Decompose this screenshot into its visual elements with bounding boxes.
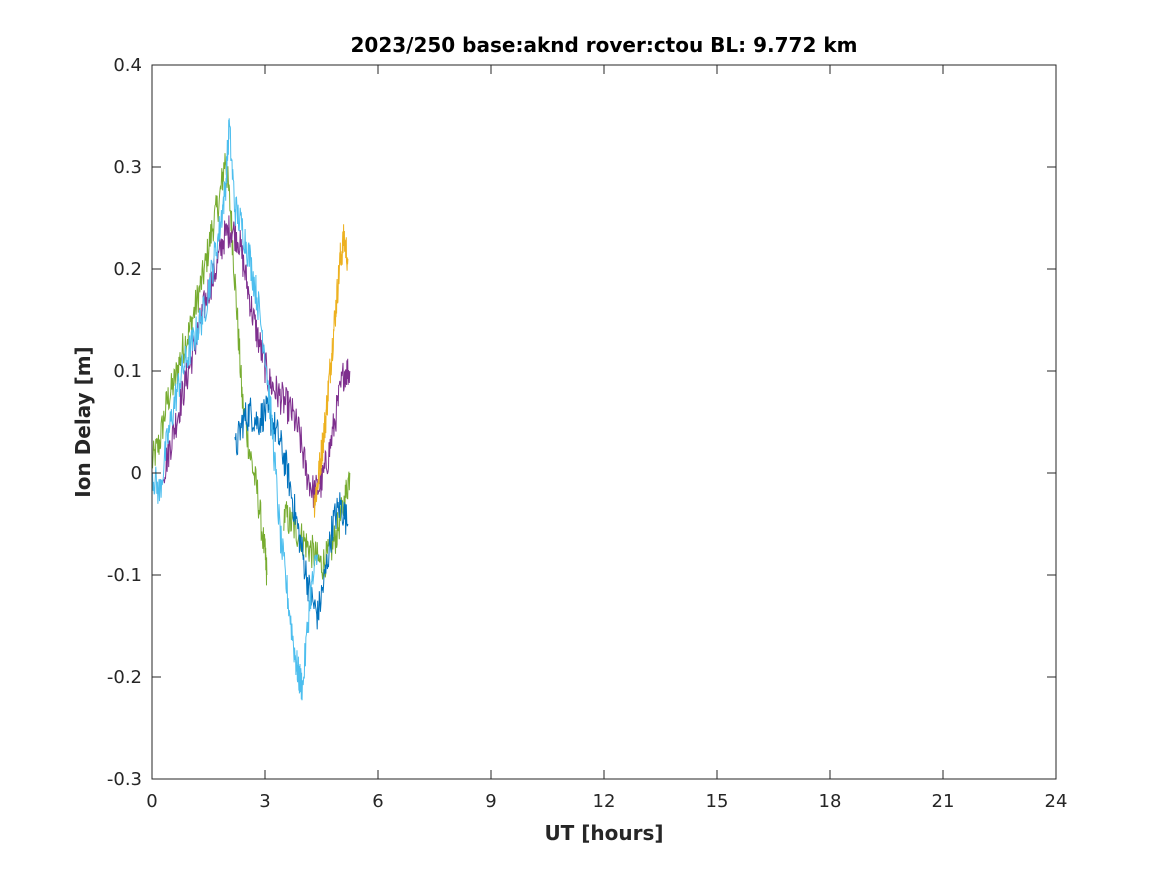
y-tick-label: 0: [131, 463, 142, 484]
x-tick-label: 9: [485, 791, 496, 812]
x-axis-label: UT [hours]: [544, 821, 663, 845]
y-axis-label: Ion Delay [m]: [71, 346, 95, 497]
y-tick-label: -0.2: [107, 667, 142, 688]
x-tick-label: 15: [706, 791, 729, 812]
x-tick-label: 18: [819, 791, 842, 812]
y-tick-label: -0.1: [107, 565, 142, 586]
x-tick-label: 24: [1045, 791, 1068, 812]
y-tick-label: 0.4: [113, 55, 142, 76]
y-tick-label: -0.3: [107, 769, 142, 790]
x-tick-label: 12: [593, 791, 616, 812]
series-layer: [151, 118, 351, 701]
x-tick-label: 0: [146, 791, 157, 812]
series-line-4: [234, 395, 349, 630]
y-tick-label: 0.2: [113, 259, 142, 280]
series-line-3: [313, 224, 349, 518]
chart-title: 2023/250 base:aknd rover:ctou BL: 9.772 …: [350, 33, 857, 57]
series-line-5: [151, 118, 319, 701]
y-tick-label: 0.3: [113, 157, 142, 178]
series-line-0: [151, 153, 268, 586]
x-tick-label: 21: [932, 791, 955, 812]
x-tick-label: 6: [372, 791, 383, 812]
y-tick-label: 0.1: [113, 361, 142, 382]
x-tick-label: 3: [259, 791, 270, 812]
tick-layer: 0 3 6 9 12 15 18 21 24 -0.3 -0.2 -0.1 0 0.1 0.2 0.3 0.4: [107, 55, 1068, 812]
